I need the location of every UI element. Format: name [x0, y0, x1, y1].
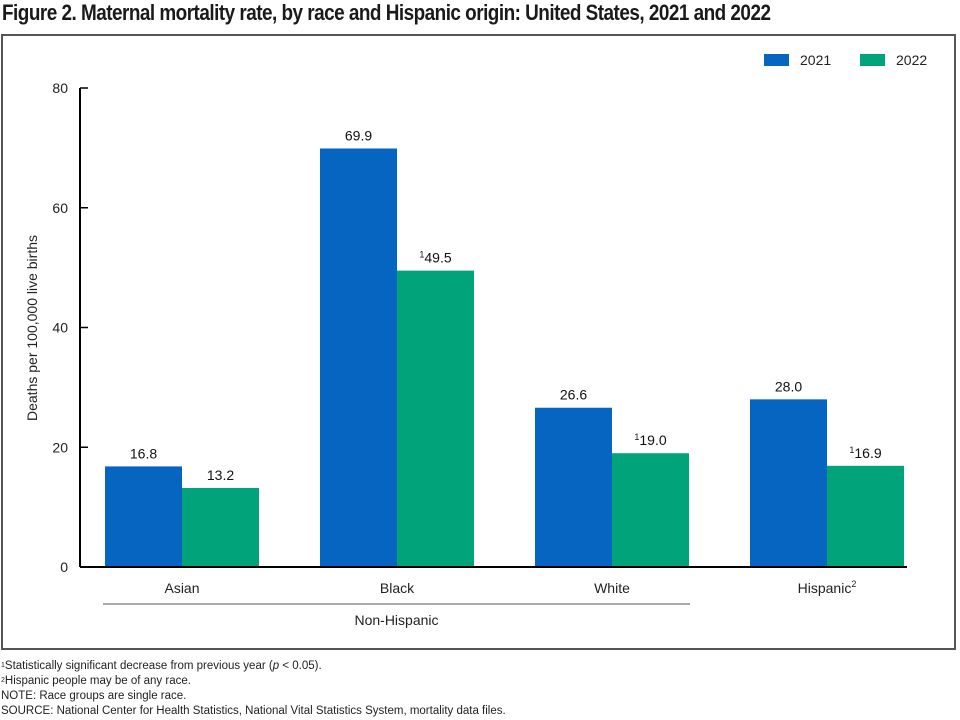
y-tick-label: 60: [52, 200, 68, 216]
bar-2022-white: [612, 453, 689, 567]
y-tick-label: 20: [52, 439, 68, 455]
data-label: 13.2: [207, 467, 234, 483]
legend: 2021 2022: [764, 52, 927, 68]
bar-2021-black: [320, 148, 397, 567]
note-text: NOTE: Race groups are single race.: [1, 690, 187, 702]
data-label: 28.0: [775, 378, 802, 394]
data-label-superscript: 1: [634, 432, 639, 442]
figure-title: Figure 2. Maternal mortality rate, by ra…: [2, 0, 771, 25]
y-axis-label: Deaths per 100,000 live births: [24, 235, 40, 421]
bar-2021-hispanic: [750, 399, 827, 567]
y-tick-label: 0: [60, 559, 68, 575]
x-tick-label: Hispanic2: [798, 579, 857, 596]
data-label: 16.8: [130, 445, 157, 461]
chart-frame: [1, 34, 956, 650]
x-tick-label-superscript: 2: [851, 579, 856, 589]
footnote-1: 1Statistically significant decrease from…: [1, 659, 506, 674]
y-axis: 0 20 40 60 80: [52, 80, 88, 575]
x-tick-label-text: White: [594, 580, 630, 596]
bar-2022-black: [397, 270, 474, 567]
bar-2022-asian: [182, 487, 259, 567]
data-label: 26.6: [560, 387, 587, 403]
x-tick-label-text: Black: [380, 580, 415, 596]
x-axis: Asian Black White Hispanic2 Non-Hispanic: [80, 566, 907, 628]
bar-2021-white: [535, 407, 612, 567]
footnote-text: Hispanic people may be of any race.: [4, 675, 191, 687]
bar-2021-asian: [105, 466, 182, 567]
x-tick-label-text: Asian: [164, 580, 199, 596]
footnotes: 1Statistically significant decrease from…: [1, 659, 506, 719]
x-tick-label: Black: [380, 580, 415, 596]
data-label: 119.0: [634, 432, 666, 448]
data-label-value: 16.9: [854, 445, 881, 461]
data-label-value: 19.0: [639, 432, 666, 448]
data-label: 149.5: [419, 250, 451, 266]
data-label-value: 49.5: [424, 250, 451, 266]
footnote-italic: p: [272, 660, 280, 672]
legend-label: 2022: [896, 52, 927, 68]
x-tick-label-text: Hispanic: [798, 580, 852, 596]
group-label: Non-Hispanic: [354, 612, 438, 628]
data-label: 69.9: [345, 127, 372, 143]
data-label-superscript: 1: [849, 445, 854, 455]
legend-swatch-2021: [764, 54, 789, 66]
footnote-text: Statistically significant decrease from …: [4, 660, 273, 672]
footnote-tail: < 0.05).: [279, 660, 322, 672]
y-tick-label: 40: [52, 320, 68, 336]
footnote-2: 2Hispanic people may be of any race.: [1, 674, 506, 689]
source-text: SOURCE: National Center for Health Stati…: [1, 705, 506, 717]
x-tick-label: Asian: [164, 580, 199, 596]
y-tick-label: 80: [52, 80, 68, 96]
data-label: 116.9: [849, 445, 881, 461]
footnote-marker: 1: [1, 662, 5, 669]
legend-label: 2021: [800, 52, 831, 68]
bar-2022-hispanic: [827, 465, 904, 567]
x-tick-label: White: [594, 580, 630, 596]
footnote-marker: 2: [1, 677, 5, 684]
data-label-superscript: 1: [419, 250, 424, 260]
legend-swatch-2022: [860, 54, 885, 66]
